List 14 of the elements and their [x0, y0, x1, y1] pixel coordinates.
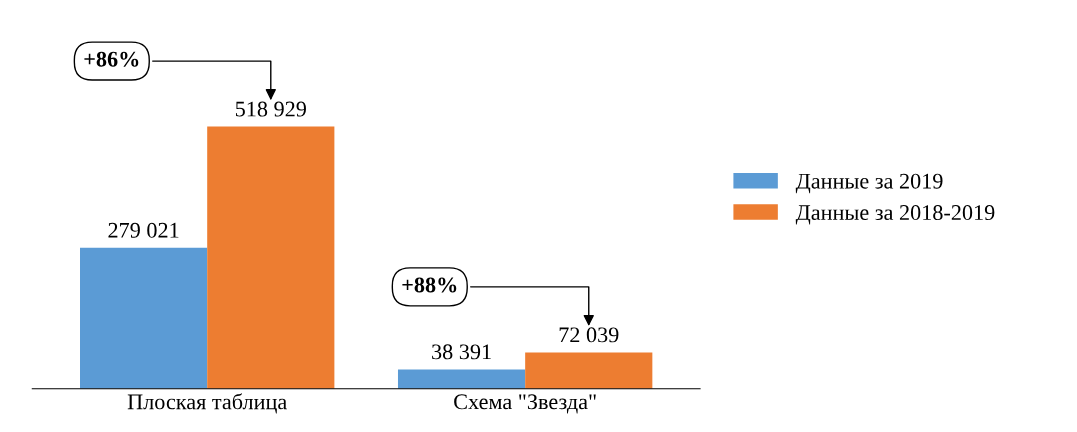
data-label: 72 039 — [559, 327, 619, 343]
data-label: 279 021 — [108, 222, 179, 238]
legend-label: Данные за 2018-2019 — [795, 205, 995, 225]
bar — [207, 126, 335, 389]
bar — [397, 369, 526, 389]
bar — [80, 247, 208, 389]
bar — [525, 352, 653, 389]
text: +86% — [84, 51, 139, 67]
annotation: +88% — [402, 277, 457, 293]
x-tick-label: Схема "Звезда" — [454, 394, 596, 414]
data-label: 38 391 — [432, 344, 491, 360]
x-tick-label: Плоская таблица — [127, 393, 287, 414]
data-label: 518 929 — [235, 101, 306, 117]
legend-label: Данные за 2019 — [795, 173, 943, 194]
